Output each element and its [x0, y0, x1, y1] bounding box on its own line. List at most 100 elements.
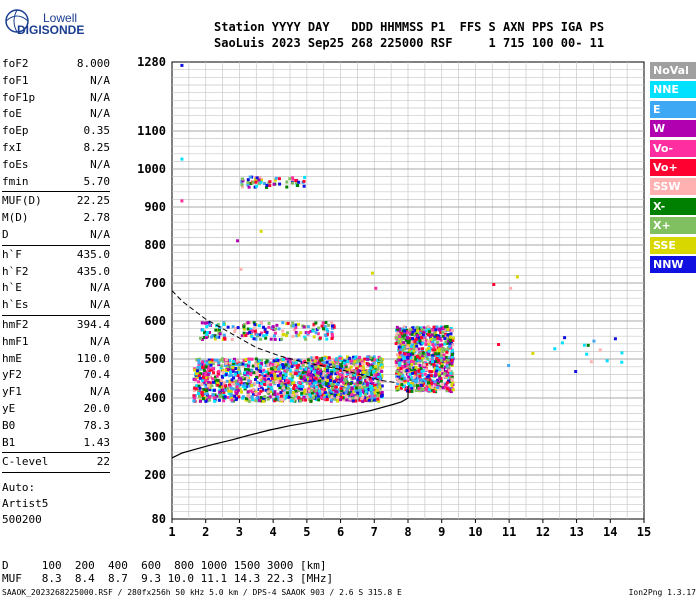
echo-point: [450, 355, 454, 359]
echo-point: [340, 396, 344, 400]
echo-point: [228, 383, 232, 387]
echo-point: [251, 180, 255, 184]
echo-point: [284, 386, 288, 390]
param-row: MUF(D) 22.25: [2, 193, 110, 210]
param-row: foEs N/A: [2, 157, 110, 174]
echo-point: [330, 365, 334, 369]
echo-point: [200, 321, 204, 325]
parameter-panel: foF2 8.000 foF1 N/A foF1p N/A foE N/A foEp 0.35 fx…: [2, 56, 110, 474]
echo-point: [259, 366, 263, 370]
echo-point: [373, 388, 377, 392]
echo-point: [422, 326, 426, 330]
echo-point: [299, 375, 303, 379]
echo-point: [407, 369, 411, 373]
x-tick-label: 14: [603, 525, 617, 539]
echo-point: [411, 381, 415, 385]
echo-point: [428, 369, 432, 373]
echo-point: [327, 394, 331, 398]
echo-point: [253, 323, 257, 327]
echo-point: [254, 399, 258, 403]
echo-point: [269, 383, 273, 387]
echo-point: [195, 358, 199, 362]
echo-point: [421, 333, 425, 337]
echo-point: [315, 356, 319, 360]
echo-point: [449, 370, 453, 374]
echo-point: [444, 385, 448, 389]
echo-point: [297, 358, 301, 362]
echo-point: [317, 326, 321, 330]
echo-point: [293, 363, 297, 367]
param-value: 394.4: [76, 317, 110, 331]
echo-point: [237, 366, 241, 370]
echo-point: [419, 342, 423, 346]
x-tick-label: 4: [270, 525, 277, 539]
param-row: B1 1.43: [2, 435, 110, 452]
echo-point: [437, 366, 441, 370]
echo-point: [448, 335, 452, 339]
echo-point: [417, 347, 421, 351]
echo-point: [324, 382, 328, 386]
echo-point: [202, 380, 206, 384]
echo-point: [430, 382, 434, 386]
echo-point: [199, 364, 203, 368]
echo-point: [441, 386, 445, 390]
echo-point: [247, 185, 251, 189]
echo-point: [235, 391, 239, 395]
echo-point: [294, 323, 298, 327]
echo-point: [449, 346, 453, 350]
echo-point: [239, 267, 243, 271]
echo-point: [370, 363, 374, 367]
echo-point: [208, 369, 212, 373]
echo-point: [302, 376, 306, 380]
echo-point: [440, 352, 444, 356]
echo-point: [268, 387, 272, 391]
echo-point: [396, 366, 400, 370]
legend-item: E: [650, 100, 696, 118]
echo-point: [344, 390, 348, 394]
echo-point: [309, 370, 313, 374]
echo-point: [246, 183, 250, 187]
echo-point: [422, 339, 426, 343]
echo-point: [312, 322, 316, 326]
echo-point: [301, 360, 305, 364]
echo-point: [342, 361, 346, 365]
echo-point: [251, 329, 255, 333]
echo-point: [232, 361, 236, 365]
echo-point: [259, 395, 263, 399]
echo-point: [450, 377, 454, 381]
echo-point: [280, 357, 284, 361]
echo-point: [294, 330, 298, 334]
echo-point: [324, 333, 328, 337]
echo-point: [283, 359, 287, 363]
echo-point: [280, 382, 284, 386]
echo-point: [227, 389, 231, 393]
echo-point: [197, 374, 201, 378]
param-row: B0 78.3: [2, 418, 110, 435]
echo-point: [395, 325, 399, 329]
echo-point: [401, 348, 405, 352]
echo-point: [445, 389, 449, 393]
echo-point: [421, 361, 425, 365]
logo-line1: Lowell: [43, 11, 78, 25]
echo-point: [301, 373, 305, 377]
echo-point: [363, 390, 367, 394]
x-tick-label: 15: [637, 525, 651, 539]
echo-point: [279, 384, 283, 388]
echo-point: [202, 397, 206, 401]
echo-point: [417, 336, 421, 340]
echo-point: [298, 372, 302, 376]
param-separator: [2, 452, 110, 454]
echo-point: [352, 362, 356, 366]
echo-point: [302, 179, 306, 183]
echo-point: [204, 385, 208, 389]
echo-point: [342, 386, 346, 390]
echo-point: [290, 378, 294, 382]
echo-point: [398, 351, 402, 355]
echo-point: [231, 367, 235, 371]
echo-point: [274, 327, 278, 331]
echo-point: [450, 376, 454, 380]
echo-point: [414, 337, 418, 341]
param-value: 110.0: [76, 351, 110, 365]
echo-point: [337, 372, 341, 376]
param-value: 8.25: [83, 140, 111, 154]
